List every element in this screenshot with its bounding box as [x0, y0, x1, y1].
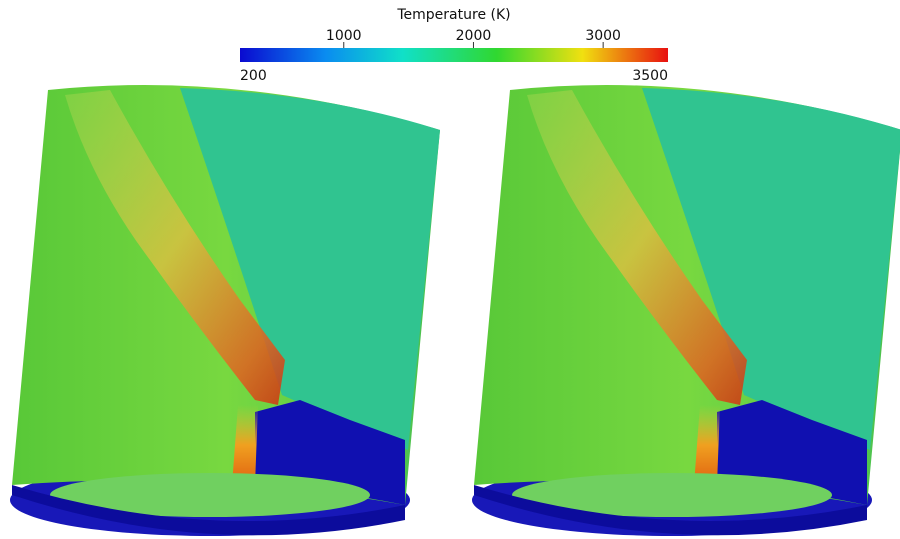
page: Temperature (K) 200 3500 100020003000 ((… — [0, 0, 900, 539]
colorbar-tick-label: 2000 — [456, 28, 492, 44]
colorbar-title: Temperature (K) — [396, 7, 510, 23]
visualization: Temperature (K) 200 3500 1000 2000 3000 — [0, 0, 900, 539]
colorbar-tick-label: 1000 — [326, 28, 362, 44]
colorbar — [240, 48, 668, 62]
colorbar-max: 3500 — [632, 68, 668, 84]
left-render — [10, 85, 440, 536]
right-render — [472, 85, 900, 536]
colorbar-min: 200 — [240, 68, 267, 84]
colorbar-tick-label: 3000 — [585, 28, 621, 44]
